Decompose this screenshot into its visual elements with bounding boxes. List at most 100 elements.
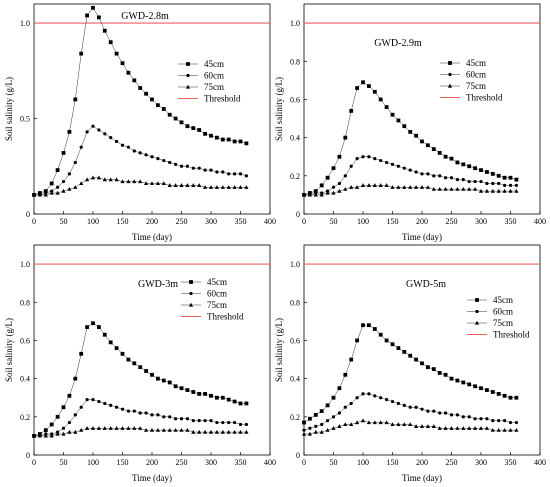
data-point-60cm [185, 417, 189, 421]
data-point-45cm [244, 401, 249, 406]
y-tick-label: 0 [26, 210, 30, 219]
data-point-45cm [455, 378, 460, 383]
data-point-75cm [138, 179, 143, 184]
data-point-45cm [132, 361, 137, 366]
legend-label-60cm: 60cm [207, 289, 227, 299]
data-point-60cm [355, 157, 359, 161]
x-tick-label: 150 [117, 217, 129, 226]
legend-label-threshold: Threshold [204, 94, 241, 104]
data-point-60cm [373, 157, 377, 161]
data-point-60cm [61, 179, 66, 184]
data-point-60cm [326, 419, 330, 423]
legend-marker-45cm [189, 280, 193, 284]
data-point-45cm [97, 15, 101, 20]
y-axis-label: Soil salinity (g/L) [274, 77, 284, 141]
legend-marker-60cm [448, 72, 452, 77]
legend-marker-60cm [186, 73, 190, 78]
data-point-60cm [120, 143, 125, 147]
data-point-45cm [402, 124, 407, 129]
data-point-60cm [503, 419, 507, 423]
data-point-75cm [467, 426, 472, 430]
legend-marker-75cm [188, 302, 194, 307]
data-point-75cm [425, 424, 430, 428]
data-point-75cm [508, 188, 513, 193]
data-point-60cm [390, 399, 395, 404]
data-point-45cm [244, 141, 249, 146]
data-point-45cm [479, 168, 483, 172]
data-point-75cm [49, 190, 54, 195]
data-point-45cm [467, 164, 472, 169]
y-tick-label: 1.0 [290, 260, 300, 269]
data-point-60cm [162, 415, 166, 419]
y-tick-label: 1.0 [20, 19, 30, 28]
data-point-45cm [209, 133, 213, 138]
data-point-75cm [37, 192, 42, 197]
data-point-60cm [126, 409, 130, 413]
x-tick-label: 100 [357, 217, 369, 226]
data-point-75cm [325, 190, 330, 195]
data-point-60cm [103, 132, 107, 136]
data-point-75cm [55, 431, 60, 436]
data-point-45cm [467, 382, 472, 387]
data-point-75cm [144, 181, 149, 186]
data-point-45cm [238, 401, 243, 406]
x-tick-label: 250 [176, 217, 188, 226]
data-point-45cm [220, 137, 225, 142]
data-point-60cm [402, 166, 406, 170]
legend-marker-45cm [186, 62, 190, 66]
data-point-45cm [319, 183, 324, 188]
data-point-60cm [73, 160, 77, 165]
y-tick-label: 1.0 [290, 19, 300, 28]
data-point-45cm [150, 372, 154, 377]
x-tick-label: 250 [446, 458, 458, 467]
data-point-45cm [378, 332, 383, 337]
data-point-60cm [432, 409, 436, 413]
data-point-45cm [331, 395, 336, 400]
y-tick-label: 0.4 [290, 134, 300, 143]
data-point-75cm [126, 179, 131, 184]
data-point-75cm [197, 429, 202, 434]
data-point-75cm [226, 429, 231, 434]
data-point-60cm [444, 411, 448, 415]
data-point-60cm [138, 411, 142, 415]
data-point-60cm [185, 164, 189, 168]
data-point-60cm [150, 413, 154, 417]
data-point-60cm [120, 407, 125, 411]
data-point-45cm [102, 28, 107, 33]
x-tick-label: 150 [117, 458, 129, 467]
data-point-60cm [67, 172, 71, 176]
data-point-45cm [138, 365, 143, 370]
data-point-75cm [238, 429, 243, 434]
data-point-60cm [361, 392, 365, 396]
data-point-45cm [61, 405, 66, 410]
data-point-75cm [455, 426, 460, 430]
data-point-60cm [132, 149, 136, 153]
data-point-45cm [408, 353, 413, 358]
x-tick-label: 50 [330, 217, 338, 226]
x-tick-label: 100 [87, 217, 99, 226]
data-point-75cm [179, 183, 184, 187]
data-point-60cm [514, 420, 519, 425]
data-point-45cm [220, 395, 225, 400]
data-point-45cm [367, 323, 371, 328]
data-point-45cm [372, 327, 377, 331]
data-point-75cm [319, 429, 324, 434]
data-point-45cm [73, 376, 78, 381]
y-tick-label: 0.5 [20, 115, 30, 124]
data-point-60cm [91, 124, 95, 128]
data-point-45cm [443, 154, 448, 159]
data-point-60cm [473, 179, 477, 184]
data-point-60cm [233, 420, 237, 425]
x-tick-label: 300 [205, 458, 217, 467]
y-tick-label: 0.6 [290, 95, 300, 104]
data-point-60cm [491, 419, 495, 423]
x-axis-label: Time (day) [132, 473, 172, 483]
data-point-45cm [349, 357, 354, 362]
data-point-75cm [467, 186, 472, 191]
data-point-75cm [67, 429, 72, 434]
data-point-45cm [226, 137, 231, 142]
data-point-75cm [102, 177, 107, 182]
data-point-45cm [120, 61, 125, 66]
data-point-45cm [179, 386, 184, 391]
data-point-75cm [161, 427, 166, 432]
